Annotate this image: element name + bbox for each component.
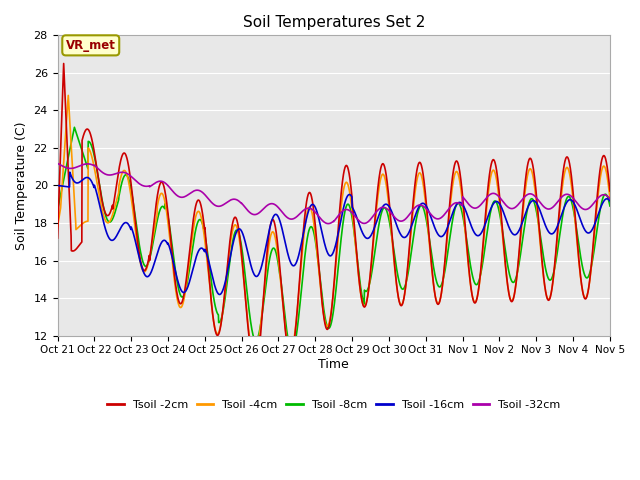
Tsoil -32cm xyxy=(498,197,506,203)
Tsoil -4cm xyxy=(582,295,590,300)
Tsoil -4cm xyxy=(606,196,614,202)
Line: Tsoil -4cm: Tsoil -4cm xyxy=(58,96,610,356)
Tsoil -4cm xyxy=(250,353,258,359)
Tsoil -32cm xyxy=(606,196,614,202)
Tsoil -8cm xyxy=(288,348,296,354)
Tsoil -8cm xyxy=(606,203,614,209)
Line: Tsoil -8cm: Tsoil -8cm xyxy=(58,127,610,351)
Tsoil -16cm xyxy=(606,198,614,204)
Tsoil -16cm xyxy=(498,205,506,211)
Tsoil -32cm xyxy=(582,206,589,212)
Tsoil -4cm xyxy=(340,187,348,193)
Tsoil -8cm xyxy=(205,256,212,262)
Tsoil -2cm xyxy=(251,360,259,365)
Line: Tsoil -16cm: Tsoil -16cm xyxy=(58,172,610,295)
Tsoil -4cm xyxy=(65,93,72,98)
Y-axis label: Soil Temperature (C): Soil Temperature (C) xyxy=(15,121,28,250)
Tsoil -16cm xyxy=(216,292,223,298)
Tsoil -2cm xyxy=(606,188,614,194)
Tsoil -16cm xyxy=(340,205,348,211)
Tsoil -16cm xyxy=(205,257,212,263)
Tsoil -2cm xyxy=(340,172,348,178)
Tsoil -32cm xyxy=(204,196,212,202)
Tsoil -4cm xyxy=(54,224,61,229)
Tsoil -8cm xyxy=(54,207,61,213)
Tsoil -8cm xyxy=(157,205,164,211)
X-axis label: Time: Time xyxy=(318,358,349,371)
Line: Tsoil -32cm: Tsoil -32cm xyxy=(58,163,610,224)
Tsoil -16cm xyxy=(582,229,590,235)
Legend: Tsoil -2cm, Tsoil -4cm, Tsoil -8cm, Tsoil -16cm, Tsoil -32cm: Tsoil -2cm, Tsoil -4cm, Tsoil -8cm, Tsoi… xyxy=(102,395,565,414)
Tsoil -8cm xyxy=(582,275,590,280)
Tsoil -2cm xyxy=(157,180,164,186)
Tsoil -4cm xyxy=(205,270,212,276)
Tsoil -2cm xyxy=(60,60,67,66)
Text: VR_met: VR_met xyxy=(66,39,116,52)
Title: Soil Temperatures Set 2: Soil Temperatures Set 2 xyxy=(243,15,425,30)
Tsoil -2cm xyxy=(397,303,405,309)
Tsoil -32cm xyxy=(324,221,332,227)
Tsoil -32cm xyxy=(397,218,404,224)
Tsoil -16cm xyxy=(157,241,164,247)
Line: Tsoil -2cm: Tsoil -2cm xyxy=(58,63,610,362)
Tsoil -8cm xyxy=(498,225,506,230)
Tsoil -32cm xyxy=(157,178,164,184)
Tsoil -8cm xyxy=(340,217,348,223)
Tsoil -2cm xyxy=(582,295,590,301)
Tsoil -16cm xyxy=(66,169,74,175)
Tsoil -8cm xyxy=(70,124,78,130)
Tsoil -32cm xyxy=(339,208,347,214)
Tsoil -4cm xyxy=(498,227,506,233)
Tsoil -2cm xyxy=(54,235,61,241)
Tsoil -8cm xyxy=(397,285,405,290)
Tsoil -2cm xyxy=(498,222,506,228)
Tsoil -16cm xyxy=(54,182,61,188)
Tsoil -4cm xyxy=(397,302,405,308)
Tsoil -4cm xyxy=(157,191,164,197)
Tsoil -2cm xyxy=(205,266,212,272)
Tsoil -16cm xyxy=(397,232,405,238)
Tsoil -32cm xyxy=(54,160,61,166)
